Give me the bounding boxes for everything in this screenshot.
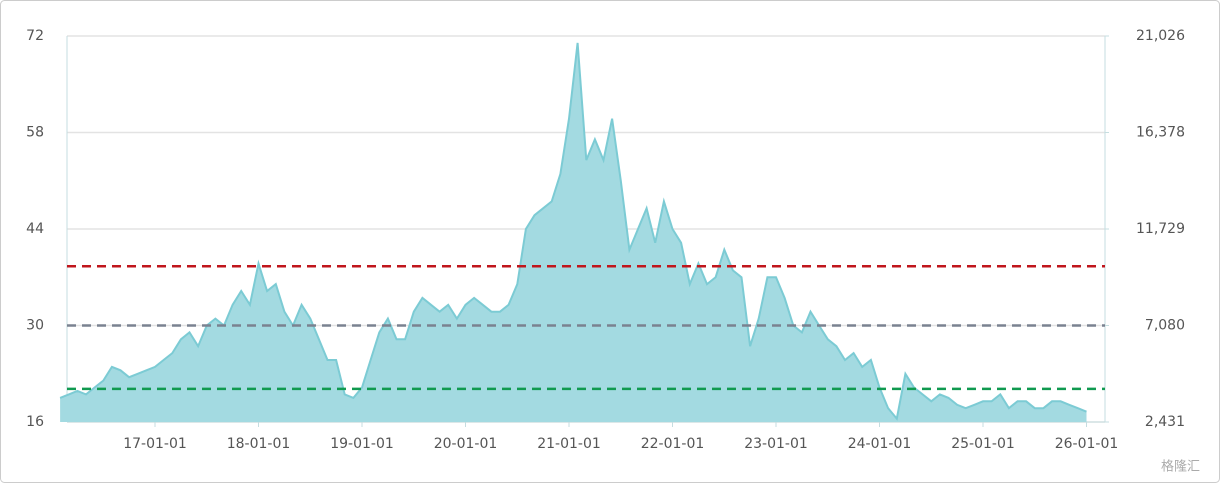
y2-tick-label: 2,431 bbox=[1145, 414, 1185, 430]
y-tick-label: 72 bbox=[26, 28, 44, 44]
watermark: 格隆汇 bbox=[1161, 459, 1200, 475]
y-tick-label: 58 bbox=[26, 125, 44, 141]
y-tick-label: 30 bbox=[26, 318, 44, 334]
y2-tick-label: 11,729 bbox=[1136, 221, 1185, 237]
x-tick-label: 26-01-01 bbox=[1055, 436, 1119, 452]
x-tick-label: 18-01-01 bbox=[227, 436, 291, 452]
y-tick-label: 44 bbox=[26, 221, 44, 237]
x-tick-label: 23-01-01 bbox=[744, 436, 808, 452]
area bbox=[60, 42, 1087, 423]
x-tick-label: 17-01-01 bbox=[123, 436, 187, 452]
y-tick-label: 16 bbox=[26, 414, 44, 430]
y2-tick-label: 21,026 bbox=[1136, 28, 1185, 44]
x-tick-label: 25-01-01 bbox=[951, 436, 1015, 452]
y2-tick-label: 16,378 bbox=[1136, 124, 1185, 140]
x-tick-label: 24-01-01 bbox=[848, 436, 912, 452]
x-tick-label: 21-01-01 bbox=[537, 436, 601, 452]
y2-tick-label: 7,080 bbox=[1145, 317, 1185, 333]
x-tick-label: 22-01-01 bbox=[641, 436, 705, 452]
x-tick-label: 20-01-01 bbox=[434, 436, 498, 452]
x-tick-label: 19-01-01 bbox=[330, 436, 394, 452]
